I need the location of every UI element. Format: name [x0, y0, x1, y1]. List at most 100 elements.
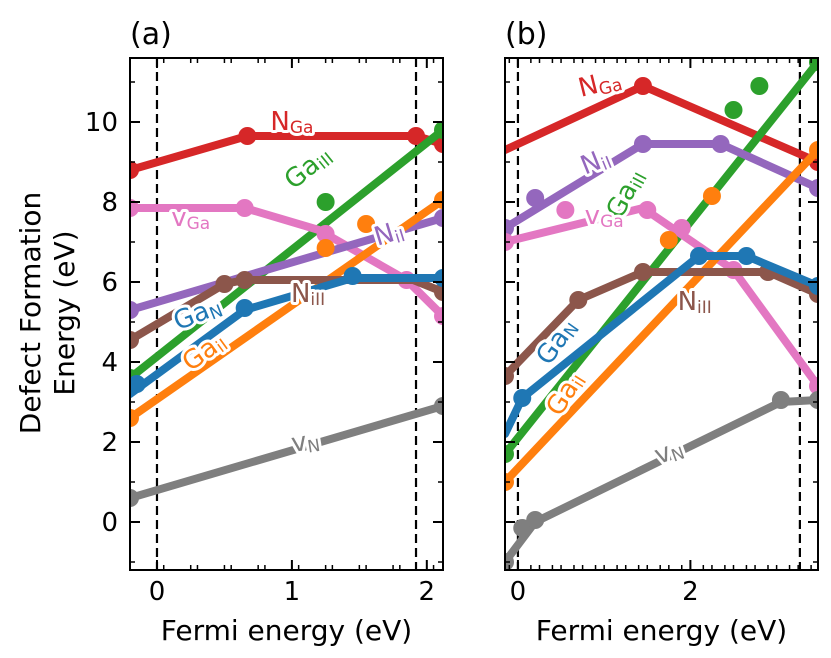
data-point-b-v_Ga-1 [556, 201, 575, 219]
x-tick-label-a: 2 [419, 577, 436, 607]
series-label-a-N_iII: NiII [288, 276, 328, 314]
data-point-b-Ga_iII-0 [505, 445, 514, 463]
series-label-a-v_Ga: vGa [168, 200, 213, 238]
data-point-b-N_iI-4 [809, 179, 818, 197]
svg-text:vGa: vGa [171, 203, 210, 235]
x-tick-label-a: 1 [284, 577, 301, 607]
data-point-a-Ga_iI-2 [357, 215, 376, 233]
svg-text:vN: vN [289, 424, 322, 460]
y-axis-title-line1: Defect Formation [14, 192, 47, 434]
data-point-a-Ga_iII-2 [434, 121, 443, 139]
data-point-b-v_N-4 [809, 391, 818, 409]
data-point-a-v_Ga-2 [316, 225, 335, 243]
svg-text:NiI: NiI [576, 142, 615, 182]
data-point-a-Ga_N-2 [343, 267, 362, 285]
svg-text:vGa: vGa [585, 201, 624, 233]
data-point-b-v_Ga-2 [638, 201, 657, 219]
data-point-a-N_iII-3 [434, 283, 443, 301]
data-point-a-Ga_iI-0 [130, 409, 139, 427]
x-axis-title-b: Fermi energy (eV) [536, 614, 787, 647]
y-axis-title-line2: Energy (eV) [48, 230, 81, 395]
data-point-a-Ga_N-0 [130, 375, 146, 393]
y-tick-label-a: 10 [85, 108, 118, 138]
y-tick-label-a: 8 [101, 188, 118, 218]
data-point-b-Ga_iII-1 [724, 101, 743, 119]
data-point-a-Ga_iI-3 [434, 191, 443, 209]
y-tick-label-a: 2 [101, 428, 118, 458]
plot-area-a [130, 58, 443, 570]
data-point-b-Ga_N-2 [737, 247, 756, 265]
data-point-b-Ga_N-1 [690, 247, 709, 265]
data-point-b-N_Ga-0 [633, 77, 652, 95]
series-label-b-N_iII: NiII [675, 284, 715, 322]
ticks-b [505, 58, 818, 570]
y-tick-label-a: 4 [101, 348, 118, 378]
data-point-a-v_Ga-1 [235, 199, 254, 217]
ticks-a [129, 58, 443, 570]
data-point-b-N_iII-1 [569, 291, 588, 309]
data-point-b-v_Ga-5 [809, 377, 818, 395]
data-point-b-v_N-2 [526, 511, 545, 529]
x-tick-label-b: 2 [682, 577, 699, 607]
data-point-b-N_iI-2 [633, 135, 652, 153]
data-point-a-v_Ga-0 [130, 199, 139, 217]
plot-area-b [505, 58, 818, 570]
x-tick-label-b: 0 [510, 577, 527, 607]
series-label-a-v_N: vN [286, 423, 325, 461]
series-line-b-v_N [505, 396, 818, 566]
data-point-a-N_iII-2 [235, 271, 254, 289]
data-point-b-v_N-1 [513, 519, 532, 537]
data-point-b-N_iI-3 [711, 135, 730, 153]
series-line-a-Ga_iI [130, 196, 443, 422]
y-axis-title: Defect Formation Energy (eV) [14, 192, 81, 434]
data-point-b-Ga_iI-1 [659, 231, 678, 249]
panel-label-b: (b) [505, 17, 547, 52]
data-point-b-N_iI-1 [526, 189, 545, 207]
series-line-a-v_N [130, 402, 443, 502]
plot-frame-b [504, 57, 819, 571]
data-point-a-Ga_iII-1 [316, 193, 335, 211]
data-point-a-v_Ga-4 [434, 307, 443, 325]
series-line-a-Ga_N [130, 274, 443, 398]
y-tick-label-a: 0 [101, 508, 118, 538]
series-label-a-Ga_iII: GaiII [276, 140, 341, 198]
data-point-b-N_iII-2 [633, 263, 652, 281]
series-label-b-v_Ga: vGa [582, 198, 627, 236]
data-point-a-N_iI-1 [434, 209, 443, 227]
series-label-b-N_iI: NiI [573, 142, 618, 184]
series-line-b-Ga_iII [505, 58, 818, 458]
data-point-a-Ga_N-1 [235, 299, 254, 317]
series-line-b-N_iI [505, 140, 818, 232]
plot-frame-a [129, 57, 444, 571]
data-point-a-Ga_iI-1 [316, 239, 335, 257]
svg-text:GaiII: GaiII [279, 140, 338, 196]
svg-text:NiII: NiII [678, 287, 712, 319]
data-point-a-v_N-0 [130, 489, 139, 507]
panel-label-a: (a) [130, 17, 172, 52]
x-tick-label-a: 0 [149, 577, 166, 607]
data-point-a-N_iII-1 [215, 275, 234, 293]
data-point-b-Ga_N-0 [513, 389, 532, 407]
data-point-b-N_iI-0 [505, 219, 514, 237]
series-line-b-Ga_iI [505, 146, 818, 486]
data-point-b-Ga_iI-2 [702, 187, 721, 205]
data-point-a-N_Ga-1 [238, 127, 257, 145]
series-line-b-v_Ga [505, 204, 818, 390]
series-label-a-N_Ga: NGa [267, 104, 316, 142]
svg-text:NiII: NiII [291, 279, 325, 311]
data-point-a-N_iI-0 [130, 301, 139, 319]
y-tick-label-a: 6 [101, 268, 118, 298]
data-point-b-v_Ga-3 [672, 219, 691, 237]
data-point-a-N_iII-0 [130, 331, 139, 349]
data-point-b-v_N-3 [771, 391, 790, 409]
svg-text:NGa: NGa [270, 107, 313, 139]
data-point-b-Ga_iI-3 [809, 141, 818, 159]
series-line-a-Ga_iII [130, 126, 443, 382]
x-axis-title-a: Fermi energy (eV) [161, 614, 412, 647]
data-point-b-N_iII-0 [505, 367, 514, 385]
data-point-b-Ga_iII-2 [750, 77, 769, 95]
data-point-a-N_Ga-0 [130, 161, 139, 179]
